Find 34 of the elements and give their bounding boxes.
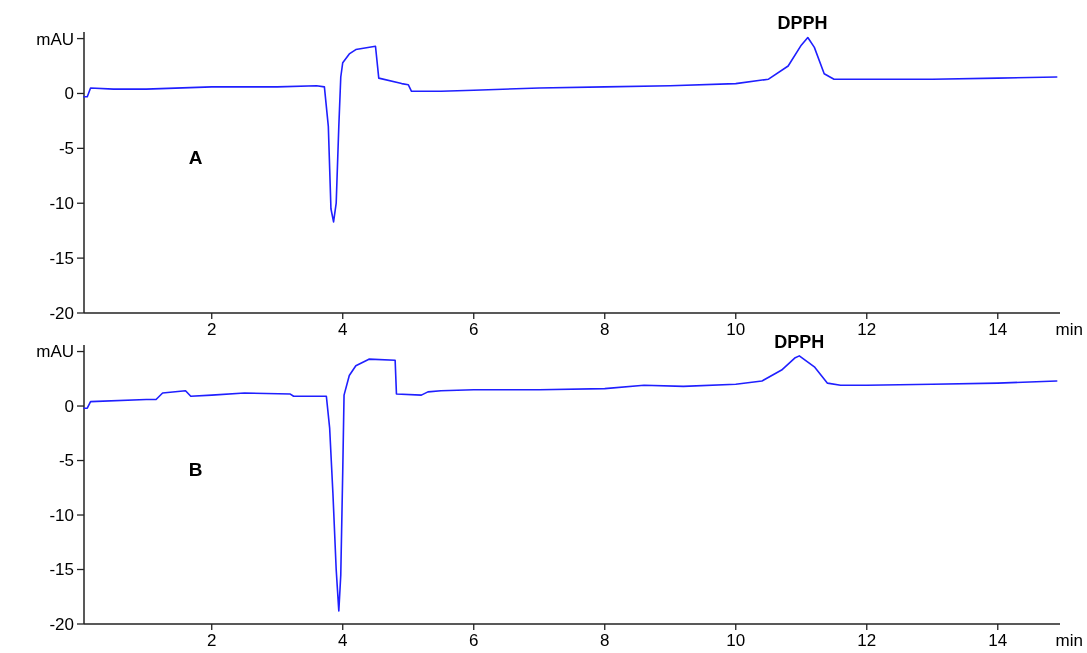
- x-tick-label: 8: [600, 320, 610, 339]
- annotation: B: [188, 459, 203, 481]
- line-series: [83, 36, 1058, 223]
- y-tick-label: 0: [64, 84, 74, 104]
- x-tick-label: 6: [469, 320, 479, 339]
- x-tick-label: 10: [726, 631, 746, 650]
- x-axis-title: min: [1055, 320, 1083, 339]
- x-tick-label: 2: [207, 631, 217, 650]
- y-tick-label: -10: [49, 194, 74, 214]
- y-tick-label: -20: [49, 614, 74, 634]
- y-tick-label: mAU: [36, 29, 74, 49]
- x-tick-label: 12: [857, 631, 877, 650]
- annotation: DPPH: [774, 331, 825, 352]
- y-tick-label: -5: [58, 139, 74, 159]
- annotation: DPPH: [777, 13, 828, 34]
- x-tick-label: 8: [600, 631, 610, 650]
- x-tick-label: 14: [988, 320, 1008, 339]
- y-tick-label: -20: [49, 303, 74, 323]
- x-tick-label: 4: [338, 631, 348, 650]
- x-tick-label: 12: [857, 320, 877, 339]
- y-tick-label: -15: [49, 560, 74, 580]
- x-tick-label: 10: [726, 320, 746, 339]
- annotation: A: [188, 147, 203, 169]
- y-tick-label: -10: [49, 505, 74, 525]
- y-tick-label: mAU: [36, 342, 74, 362]
- y-tick-label: 0: [64, 396, 74, 416]
- x-tick-label: 14: [988, 631, 1008, 650]
- x-tick-label: 2: [207, 320, 217, 339]
- y-tick-label: -15: [49, 249, 74, 269]
- line-series: [83, 355, 1058, 612]
- x-axis-title: min: [1055, 631, 1083, 650]
- x-tick-label: 6: [469, 631, 479, 650]
- y-tick-label: -5: [58, 451, 74, 471]
- x-tick-label: 4: [338, 320, 348, 339]
